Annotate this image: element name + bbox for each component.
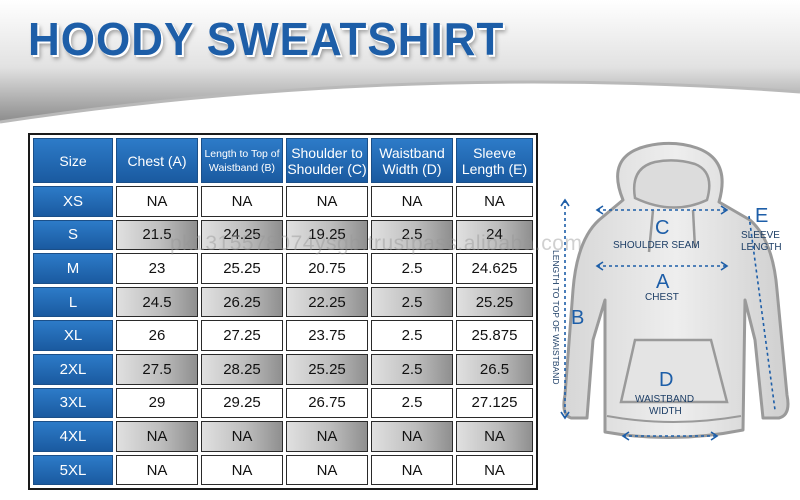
waistband-cell: 2.5 [371, 353, 453, 385]
waistband-cell: 2.5 [371, 219, 453, 251]
shoulder-cell: NA [286, 421, 368, 452]
b-label: LENGTH TO TOP OF WAISTBAND [551, 250, 561, 384]
shoulder-cell: 23.75 [286, 320, 368, 351]
table-row: 2XL 27.5 28.25 25.25 2.5 26.5 [33, 353, 533, 385]
waistband-cell: 2.5 [371, 286, 453, 318]
shoulder-cell: 20.75 [286, 253, 368, 284]
b-letter: B [571, 307, 584, 329]
chest-cell: 24.5 [116, 286, 198, 318]
shoulder-cell: 19.25 [286, 219, 368, 251]
size-cell: 4XL [33, 421, 113, 452]
a-letter: A [656, 271, 670, 293]
c-letter: C [655, 217, 669, 239]
size-cell: M [33, 253, 113, 284]
shoulder-cell: NA [286, 186, 368, 217]
header-size: Size [33, 138, 113, 183]
waistband-cell: NA [371, 454, 453, 486]
sleeve-cell: NA [456, 454, 533, 486]
length-cell: 24.25 [201, 219, 283, 251]
a-label: CHEST [645, 292, 679, 303]
shoulder-cell: 25.25 [286, 353, 368, 385]
length-cell: 25.25 [201, 253, 283, 284]
hoodie-diagram: C SHOULDER SEAM A CHEST B LENGTH TO TOP … [551, 141, 790, 441]
sleeve-cell: 25.25 [456, 286, 533, 318]
header-shoulder: Shoulder to Shoulder (C) [286, 138, 368, 183]
table-row: 4XL NA NA NA NA NA [33, 421, 533, 452]
chest-cell: NA [116, 421, 198, 452]
chest-cell: NA [116, 186, 198, 217]
table-row: M 23 25.25 20.75 2.5 24.625 [33, 253, 533, 284]
waistband-cell: 2.5 [371, 387, 453, 419]
sleeve-cell: NA [456, 186, 533, 217]
waistband-cell: NA [371, 421, 453, 452]
table-header-row: Size Chest (A) Length to Top of Waistban… [33, 138, 533, 183]
chest-cell: 26 [116, 320, 198, 351]
length-cell: NA [201, 421, 283, 452]
chest-cell: 29 [116, 387, 198, 419]
length-cell: NA [201, 186, 283, 217]
chest-cell: 21.5 [116, 219, 198, 251]
sleeve-cell: NA [456, 421, 533, 452]
header-sleeve: Sleeve Length (E) [456, 138, 533, 183]
table-row: S 21.5 24.25 19.25 2.5 24 [33, 219, 533, 251]
length-cell: NA [201, 454, 283, 486]
size-chart-table: Size Chest (A) Length to Top of Waistban… [28, 133, 538, 491]
sleeve-cell: 26.5 [456, 353, 533, 385]
sleeve-cell: 25.875 [456, 320, 533, 351]
table-row: L 24.5 26.25 22.25 2.5 25.25 [33, 286, 533, 318]
waistband-cell: 2.5 [371, 320, 453, 351]
header-length: Length to Top of Waistband (B) [201, 138, 283, 183]
size-cell: XL [33, 320, 113, 351]
measurement-lines [564, 200, 776, 437]
e-label-line1: SLEEVE [741, 230, 780, 241]
length-cell: 29.25 [201, 387, 283, 419]
sleeve-cell: 24 [456, 219, 533, 251]
size-cell: XS [33, 186, 113, 217]
header-waistband: Waistband Width (D) [371, 138, 453, 183]
shoulder-cell: 22.25 [286, 286, 368, 318]
chest-cell: NA [116, 454, 198, 486]
shoulder-cell: 26.75 [286, 387, 368, 419]
size-cell: L [33, 286, 113, 318]
d-letter: D [659, 369, 673, 391]
size-cell: S [33, 219, 113, 251]
chest-cell: 27.5 [116, 353, 198, 385]
length-cell: 28.25 [201, 353, 283, 385]
shoulder-cell: NA [286, 454, 368, 486]
length-cell: 26.25 [201, 286, 283, 318]
d-label-line1: WAISTBAND [635, 394, 694, 405]
hoodie-illustration [562, 141, 790, 439]
table-row: XS NA NA NA NA NA [33, 186, 533, 217]
length-cell: 27.25 [201, 320, 283, 351]
header-banner [0, 0, 800, 124]
size-cell: 5XL [33, 454, 113, 486]
table-row: 5XL NA NA NA NA NA [33, 454, 533, 486]
header-chest: Chest (A) [116, 138, 198, 183]
e-label-line2: LENGTH [741, 242, 782, 253]
size-cell: 2XL [33, 353, 113, 385]
e-letter: E [755, 205, 768, 227]
d-label-line2: WIDTH [649, 406, 682, 417]
table-row: 3XL 29 29.25 26.75 2.5 27.125 [33, 387, 533, 419]
sleeve-cell: 27.125 [456, 387, 533, 419]
c-label: SHOULDER SEAM [613, 240, 700, 251]
table-row: XL 26 27.25 23.75 2.5 25.875 [33, 320, 533, 351]
chest-cell: 23 [116, 253, 198, 284]
waistband-cell: NA [371, 186, 453, 217]
size-cell: 3XL [33, 387, 113, 419]
waistband-cell: 2.5 [371, 253, 453, 284]
page-title: HOODY SWEATSHIRT [28, 14, 505, 66]
sleeve-cell: 24.625 [456, 253, 533, 284]
